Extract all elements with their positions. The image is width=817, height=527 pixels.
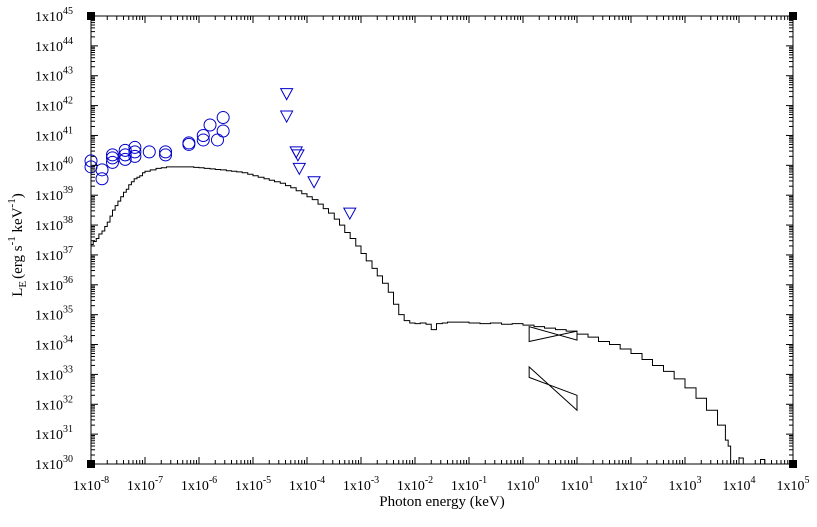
x-tick-label: 1x103 <box>669 475 702 494</box>
data-point-triangle <box>279 88 294 101</box>
model-spectrum-line <box>91 166 793 465</box>
x-tick-label: 1x10-3 <box>343 475 379 494</box>
y-tick-label: 1x1034 <box>35 335 73 354</box>
data-point-circle <box>118 152 132 166</box>
data-point-circle <box>105 151 119 165</box>
y-tick-label: 1x1035 <box>35 305 73 324</box>
y-tick-label: 1x1037 <box>35 245 73 264</box>
y-axis-ticks: 1x1030 1x1031 1x1032 1x1033 1x1034 1x1035 1x10… <box>35 6 793 473</box>
data-point-circle <box>105 148 119 162</box>
data-point-circle <box>159 148 173 162</box>
data-point-circle <box>196 128 210 142</box>
y-tick-label: 1x1040 <box>35 155 73 174</box>
y-tick-label: 1x1042 <box>35 96 73 115</box>
data-point-circle <box>203 118 217 132</box>
y-tick-label: 1x1038 <box>35 215 73 234</box>
x-tick-label: 1x102 <box>615 475 648 494</box>
y-tick-label: 1x1033 <box>35 364 73 383</box>
y-tick-label: 1x1044 <box>35 36 73 55</box>
x-tick-label: 1x10-4 <box>289 475 325 494</box>
data-point-circle <box>128 145 142 159</box>
x-axis-title: Photon energy (keV) <box>379 494 505 510</box>
y-tick-label: 1x1045 <box>35 6 73 25</box>
x-tick-label: 1x105 <box>777 475 810 494</box>
data-point-circle <box>196 133 210 147</box>
x-tick-label: 1x10-2 <box>397 475 433 494</box>
x-tick-label: 1x104 <box>723 475 756 494</box>
data-point-circle <box>142 145 156 159</box>
data-point-triangle <box>291 149 305 162</box>
y-tick-label: 1x1030 <box>35 454 73 473</box>
x-tick-label: 1x10-6 <box>181 475 217 494</box>
bowtie-spectrum <box>528 325 578 343</box>
data-point-circle <box>128 149 142 163</box>
data-point-circle <box>118 148 132 162</box>
data-point-circle <box>128 140 142 154</box>
data-point-circle <box>216 124 230 138</box>
y-tick-label: 1x1041 <box>35 125 73 144</box>
plot-area <box>84 12 797 468</box>
data-point-circle <box>95 163 109 177</box>
x-axis-ticks: 1x10-8 1x10-7 1x10-6 1x10-5 1x10-4 1x10-3 1x10… <box>73 16 810 494</box>
svg-text:LE(erg s-1 keV-1): LE(erg s-1 keV-1) <box>6 193 29 296</box>
data-point-circle <box>182 136 196 150</box>
data-point-circle <box>118 143 132 157</box>
y-tick-label: 1x1036 <box>35 275 73 294</box>
data-point-triangle <box>292 162 307 176</box>
y-tick-label: 1x1032 <box>35 394 73 413</box>
data-point-circle <box>210 133 224 147</box>
y-tick-label: 1x1039 <box>35 185 73 204</box>
data-point-triangle <box>307 176 321 189</box>
x-tick-label: 1x101 <box>561 475 594 494</box>
y-tick-label: 1x1031 <box>35 424 73 443</box>
plot-frame <box>90 15 794 465</box>
y-axis-title: LE(erg s-1 keV-1) <box>6 193 29 296</box>
y-tick-label: 1x1043 <box>35 66 73 85</box>
x-tick-label: 1x100 <box>507 475 540 494</box>
data-point-triangle <box>342 207 357 221</box>
data-point-circle <box>95 172 109 186</box>
x-tick-label: 1x10-8 <box>73 475 109 494</box>
data-point-circle <box>105 155 119 169</box>
x-tick-label: 1x10-1 <box>451 475 487 494</box>
data-point-triangle <box>279 110 294 124</box>
data-point-circle <box>216 111 230 125</box>
data-point-circle <box>159 145 173 159</box>
x-tick-label: 1x10-7 <box>127 475 163 494</box>
x-tick-label: 1x10-5 <box>235 475 271 494</box>
bowtie-spectrum <box>528 365 578 412</box>
